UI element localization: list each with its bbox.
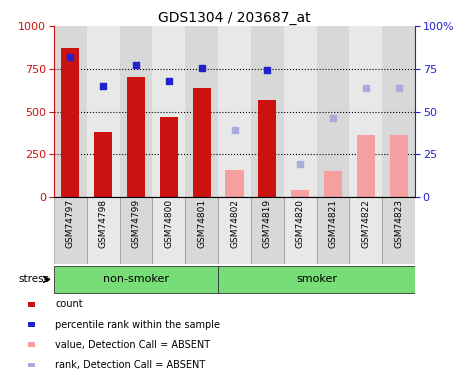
- Bar: [390, 135, 408, 197]
- Bar: [284, 26, 317, 197]
- Bar: [291, 190, 309, 197]
- Text: value, Detection Call = ABSENT: value, Detection Call = ABSENT: [55, 340, 211, 350]
- Bar: [357, 135, 375, 197]
- Bar: [54, 197, 87, 264]
- Bar: [284, 197, 317, 264]
- Bar: [87, 197, 120, 264]
- Bar: [226, 170, 243, 197]
- Bar: [185, 26, 218, 197]
- Bar: [251, 26, 284, 197]
- Text: GSM74820: GSM74820: [295, 199, 305, 248]
- Point: [165, 78, 173, 84]
- Text: smoker: smoker: [296, 274, 337, 284]
- Bar: [28, 363, 36, 368]
- Bar: [152, 26, 185, 197]
- Bar: [54, 26, 87, 197]
- Point: [329, 116, 337, 122]
- Bar: [324, 171, 342, 197]
- Text: GSM74801: GSM74801: [197, 199, 206, 248]
- Bar: [61, 48, 79, 197]
- Text: GSM74800: GSM74800: [164, 199, 174, 248]
- Point: [296, 162, 304, 168]
- Bar: [160, 117, 178, 197]
- Bar: [127, 78, 145, 197]
- Text: GSM74819: GSM74819: [263, 199, 272, 248]
- Bar: [349, 26, 382, 197]
- Text: GSM74797: GSM74797: [66, 199, 75, 248]
- Text: GSM74821: GSM74821: [328, 199, 338, 248]
- Bar: [382, 197, 415, 264]
- Text: GSM74802: GSM74802: [230, 199, 239, 248]
- Text: count: count: [55, 300, 83, 309]
- Bar: [349, 197, 382, 264]
- Bar: [28, 342, 36, 347]
- Point: [264, 67, 271, 73]
- Point: [231, 128, 238, 134]
- Point: [99, 83, 107, 89]
- Bar: [218, 197, 251, 264]
- Text: non-smoker: non-smoker: [103, 274, 169, 284]
- Bar: [258, 100, 276, 197]
- Bar: [94, 132, 112, 197]
- Text: stress: stress: [18, 274, 49, 284]
- Title: GDS1304 / 203687_at: GDS1304 / 203687_at: [158, 11, 311, 25]
- Point: [132, 62, 140, 68]
- Bar: [152, 197, 185, 264]
- Bar: [251, 197, 284, 264]
- Text: GSM74822: GSM74822: [361, 199, 371, 248]
- Point: [67, 54, 74, 60]
- Bar: [54, 266, 218, 293]
- Bar: [382, 26, 415, 197]
- Bar: [317, 197, 349, 264]
- Bar: [120, 26, 152, 197]
- Text: GSM74799: GSM74799: [131, 199, 141, 248]
- Bar: [28, 322, 36, 327]
- Bar: [317, 26, 349, 197]
- Text: rank, Detection Call = ABSENT: rank, Detection Call = ABSENT: [55, 360, 205, 370]
- Bar: [120, 197, 152, 264]
- Point: [362, 85, 370, 91]
- Bar: [28, 302, 36, 307]
- Text: GSM74798: GSM74798: [98, 199, 108, 248]
- Bar: [218, 26, 251, 197]
- Text: percentile rank within the sample: percentile rank within the sample: [55, 320, 220, 330]
- Text: GSM74823: GSM74823: [394, 199, 403, 248]
- Bar: [185, 197, 218, 264]
- Point: [395, 85, 402, 91]
- Bar: [218, 266, 415, 293]
- Bar: [193, 88, 211, 197]
- Bar: [87, 26, 120, 197]
- Point: [198, 65, 205, 71]
